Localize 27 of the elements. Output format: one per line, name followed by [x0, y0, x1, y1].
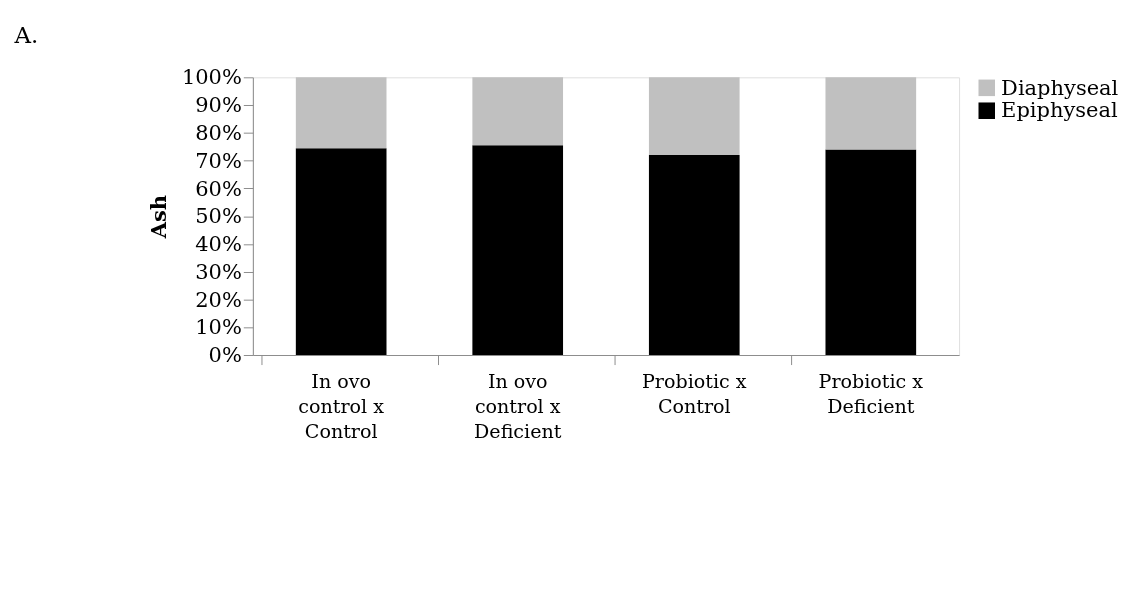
bar — [295, 148, 387, 356]
y-tick-label: 0% — [208, 343, 242, 368]
y-tick-label: 30% — [195, 259, 242, 284]
x-tick-label: In ovo control x Deficient — [474, 369, 562, 442]
y-tick-label: 60% — [195, 176, 242, 201]
x-tick-label: In ovo control x Control — [298, 369, 385, 442]
bar — [648, 155, 740, 356]
bar — [825, 77, 917, 150]
text: A. — [13, 21, 39, 48]
y-tick-label: 100% — [181, 65, 242, 90]
y-tick-label: 20% — [195, 287, 242, 312]
y-tick-label: 90% — [195, 93, 242, 118]
x-tick-label: Probiotic x Deficient — [818, 369, 924, 417]
bar — [648, 77, 740, 156]
y-tick-label: 40% — [195, 232, 242, 257]
bar — [825, 149, 917, 356]
y-axis-title: Ash — [145, 194, 171, 240]
legend-label: Epiphyseal — [1001, 98, 1119, 123]
y-tick-label: 70% — [195, 148, 242, 173]
bar — [472, 145, 564, 356]
legend-label: Diaphyseal — [1001, 75, 1119, 100]
y-tick-label: 80% — [195, 121, 242, 146]
x-tick-label: Probiotic x Control — [642, 369, 747, 417]
bar — [295, 77, 387, 149]
bar — [472, 77, 564, 146]
y-tick-label: 10% — [195, 315, 242, 340]
y-tick-label: 50% — [195, 204, 242, 229]
